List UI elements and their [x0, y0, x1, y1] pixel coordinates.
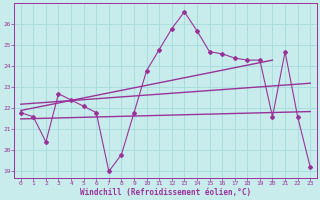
- X-axis label: Windchill (Refroidissement éolien,°C): Windchill (Refroidissement éolien,°C): [80, 188, 251, 197]
